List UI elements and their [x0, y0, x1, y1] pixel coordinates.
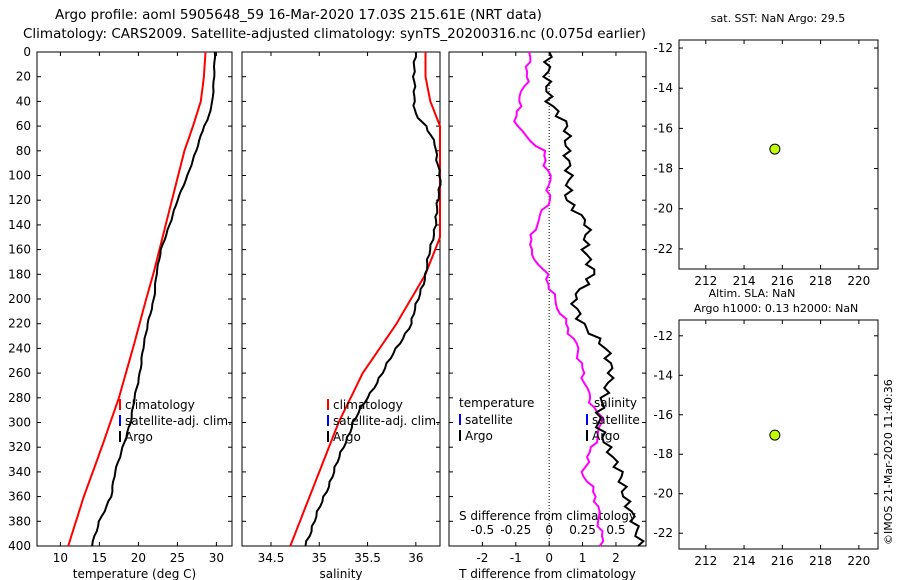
temperature-legend-label: satellite-adj. clim.	[125, 414, 232, 428]
map-sst-ytick-label: -22	[653, 242, 673, 256]
temperature-ytick-label: 260	[8, 366, 31, 380]
difference-xtick-label: -1	[510, 551, 522, 565]
map-sla-title-2: Argo h1000: 0.13 h2000: NaN	[694, 302, 859, 315]
temperature-ytick-label: 160	[8, 243, 31, 257]
salinity-xlabel: salinity	[319, 567, 362, 580]
map-sla-xtick-label: 218	[809, 554, 832, 568]
temperature-ytick-label: 140	[8, 218, 31, 232]
temperature-ytick-label: 220	[8, 317, 31, 331]
difference-xtick-label: 0	[545, 551, 553, 565]
difference-xtick-label: 2	[612, 551, 620, 565]
map-sst-ytick-label: -12	[653, 41, 673, 55]
difference-xtick-label: -2	[476, 551, 488, 565]
temperature-ytick-label: 360	[8, 490, 31, 504]
salinity-argo-line	[304, 51, 442, 547]
map-sla-ytick-label: -16	[653, 408, 673, 422]
map-sst-ytick-label: -20	[653, 202, 673, 216]
salinity-xtick-label: 35	[312, 551, 327, 565]
difference-s-legend-label: satellite	[592, 413, 640, 427]
difference-s-label: S difference from climatology	[459, 509, 636, 523]
temperature-ytick-label: 20	[16, 70, 31, 84]
difference-s-legend-label: Argo	[592, 429, 620, 443]
map-sla-xtick-label: 216	[771, 554, 794, 568]
temperature-xtick-label: 15	[92, 551, 107, 565]
temperature-xlabel: temperature (deg C)	[73, 567, 196, 580]
difference-salinity-line	[541, 51, 646, 547]
temperature-axes-frame	[36, 51, 233, 547]
temperature-ytick-label: 340	[8, 465, 31, 479]
temperature-xtick-label: 20	[131, 551, 146, 565]
temperature-ytick-label: 380	[8, 514, 31, 528]
temperature-ytick-label: 0	[23, 45, 31, 59]
salinity-legend-label: climatology	[333, 398, 403, 412]
map-sst-xtick-label: 216	[771, 274, 794, 288]
difference-legend-salinity-title: salinity	[594, 396, 637, 410]
map-sst-xtick-label: 214	[733, 274, 756, 288]
difference-axes-frame	[448, 51, 647, 547]
temperature-xtick-label: 30	[209, 551, 224, 565]
map-sst-xtick-label: 220	[847, 274, 870, 288]
salinity-xtick-label: 34.5	[258, 551, 285, 565]
map-sst-title: sat. SST: NaN Argo: 29.5	[711, 12, 845, 25]
map-sla-ytick-label: -20	[653, 487, 673, 501]
map-sla-ytick-label: -14	[653, 368, 673, 382]
map-sla-title-1: Altim. SLA: NaN	[709, 287, 796, 300]
temperature-ytick-label: 80	[16, 144, 31, 158]
difference-legend-temperature-title: temperature	[459, 396, 534, 410]
difference-t-legend-label: satellite	[465, 413, 513, 427]
temperature-ytick-label: 120	[8, 193, 31, 207]
difference-s-tick-label: -0.5	[471, 523, 494, 537]
map-sst-ytick-label: -14	[653, 81, 673, 95]
map-sla-ytick-label: -12	[653, 329, 673, 343]
difference-s-tick-label: 0.5	[606, 523, 625, 537]
title-line-2: Climatology: CARS2009. Satellite-adjuste…	[23, 26, 646, 42]
temperature-ytick-label: 60	[16, 119, 31, 133]
temperature-ytick-label: 200	[8, 292, 31, 306]
map-sla-axes-frame	[678, 319, 879, 550]
salinity-xtick-label: 35.5	[354, 551, 381, 565]
map-sla-argo-point	[769, 429, 781, 441]
difference-s-tick-label: -0.25	[500, 523, 531, 537]
temperature-legend-label: Argo	[125, 430, 153, 444]
map-sla-ytick-label: -22	[653, 526, 673, 540]
difference-temperature-line	[513, 51, 605, 547]
salinity-legend-label: satellite-adj. clim.	[333, 414, 440, 428]
temperature-xtick-label: 25	[170, 551, 185, 565]
salinity-legend-label: Argo	[333, 430, 361, 444]
map-sla-ytick-label: -18	[653, 447, 673, 461]
difference-s-tick-label: 0.25	[569, 523, 596, 537]
temperature-ytick-label: 40	[16, 94, 31, 108]
map-sst-ytick-label: -16	[653, 121, 673, 135]
difference-xlabel: T difference from climatology	[458, 567, 636, 580]
salinity-climatology-line	[289, 52, 441, 547]
map-sla-xtick-label: 220	[847, 554, 870, 568]
temperature-legend-label: climatology	[125, 398, 195, 412]
map-sst-axes-frame	[678, 39, 879, 270]
difference-t-legend-label: Argo	[465, 429, 493, 443]
title-line-1: Argo profile: aoml 5905648_59 16-Mar-202…	[55, 7, 542, 23]
temperature-ytick-label: 180	[8, 267, 31, 281]
temperature-climatology-line	[67, 51, 207, 547]
temperature-xtick-label: 10	[53, 551, 68, 565]
difference-s-tick-label: 0	[545, 523, 553, 537]
difference-xtick-label: 1	[579, 551, 587, 565]
map-sst-ytick-label: -18	[653, 162, 673, 176]
map-sla-xtick-label: 212	[694, 554, 717, 568]
temperature-ytick-label: 320	[8, 440, 31, 454]
temperature-ytick-label: 240	[8, 341, 31, 355]
temperature-ytick-label: 100	[8, 169, 31, 183]
temperature-ytick-label: 400	[8, 539, 31, 553]
map-sst-xtick-label: 212	[694, 274, 717, 288]
map-sst-xtick-label: 218	[809, 274, 832, 288]
map-sst-argo-point	[769, 143, 781, 155]
credit-text: ©IMOS 21-Mar-2020 11:40:36	[882, 379, 895, 545]
temperature-ytick-label: 300	[8, 416, 31, 430]
temperature-argo-line	[91, 51, 217, 547]
temperature-ytick-label: 280	[8, 391, 31, 405]
salinity-xtick-label: 36	[408, 551, 423, 565]
map-sla-xtick-label: 214	[733, 554, 756, 568]
